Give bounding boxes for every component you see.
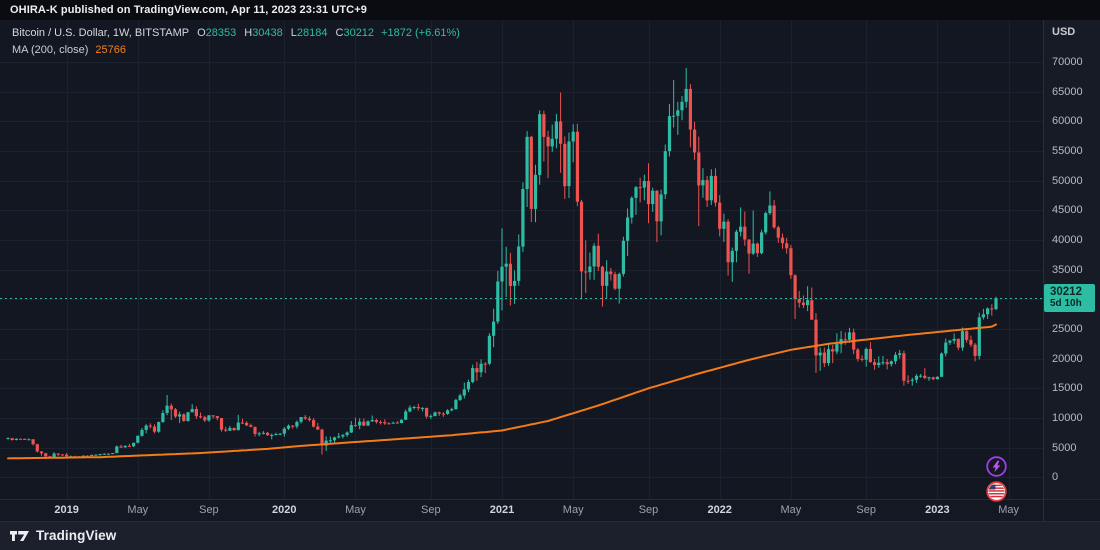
tradingview-wordmark: TradingView — [36, 528, 117, 543]
last-price-value: 30212 — [1050, 286, 1082, 299]
tradingview-logo[interactable]: TradingView — [10, 528, 116, 543]
price-tick-label: 45000 — [1052, 204, 1083, 217]
time-axis-label: 2020 — [272, 504, 297, 516]
footer-bar: TradingView — [0, 521, 1100, 550]
grid-lines — [0, 20, 1043, 499]
symbol-title[interactable]: Bitcoin / U.S. Dollar, 1W, BITSTAMP — [12, 27, 190, 39]
time-axis-label: Sep — [199, 504, 219, 516]
time-axis-label: Sep — [421, 504, 441, 516]
price-axis-unit: USD — [1052, 26, 1076, 38]
price-tick-label: 25000 — [1052, 323, 1083, 335]
price-tick-label: 20000 — [1052, 352, 1083, 365]
time-axis-label: 2019 — [54, 504, 79, 516]
price-tick-label: 35000 — [1052, 263, 1083, 276]
price-tick-label: 10000 — [1052, 412, 1083, 424]
price-tick-label: 55000 — [1052, 145, 1083, 157]
attribution-bar: OHIRA-K published on TradingView.com, Ap… — [0, 0, 1100, 20]
close-value: 30212 — [343, 27, 375, 39]
price-tick-label: 50000 — [1052, 174, 1083, 187]
price-tick-label: 60000 — [1052, 115, 1083, 128]
time-axis-label: May — [998, 504, 1019, 516]
time-axis-label: 2023 — [925, 504, 950, 516]
time-axis-label: 2021 — [489, 504, 515, 516]
bar-countdown: 5d 10h — [1050, 298, 1082, 310]
low-label: L — [290, 27, 297, 39]
open-value: 28353 — [205, 27, 237, 39]
time-axis-label: Sep — [856, 504, 876, 516]
ma-line — [7, 323, 997, 460]
price-tick-label: 0 — [1052, 471, 1059, 484]
tradingview-logo-icon — [10, 529, 30, 543]
time-axis-label: May — [127, 504, 149, 516]
price-tick-label: 40000 — [1052, 234, 1083, 246]
price-tick-label: 15000 — [1052, 382, 1083, 395]
chart-canvas[interactable] — [0, 20, 1043, 499]
attribution-text: OHIRA-K published on TradingView.com, Ap… — [10, 4, 367, 16]
axis-corner-separator — [1043, 499, 1044, 521]
high-label: H — [244, 27, 253, 39]
boost-button[interactable] — [986, 456, 1007, 477]
time-axis[interactable]: 2019 May Sep 2020 May Sep 2021 May Sep 2022 May Sep… — [0, 499, 1100, 521]
open-label: O — [197, 27, 206, 39]
time-axis-label: Sep — [638, 504, 659, 516]
change-value: +1872 (+6.61%) — [381, 27, 460, 39]
price-tick-label: 70000 — [1052, 56, 1083, 68]
country-flag-button[interactable] — [986, 481, 1007, 502]
price-tick-label: 65000 — [1052, 85, 1083, 98]
symbol-row: Bitcoin / U.S. Dollar, 1W, BITSTAMP O2835… — [12, 26, 460, 40]
chart-legend[interactable]: Bitcoin / U.S. Dollar, 1W, BITSTAMP O2835… — [12, 26, 460, 57]
price-axis[interactable]: USD 050001000015000200002500030000350004… — [1043, 20, 1100, 499]
ma-row: MA (200, close) 25766 — [12, 43, 460, 57]
us-flag-icon — [986, 481, 1007, 502]
time-axis-label: May — [562, 504, 584, 516]
candles-series — [6, 67, 998, 459]
lightning-icon — [986, 456, 1007, 477]
ma-label[interactable]: MA (200, close) — [12, 44, 89, 56]
price-tick-label: 5000 — [1052, 441, 1077, 454]
low-value: 28184 — [296, 27, 328, 39]
time-axis-label: May — [780, 504, 802, 516]
last-price-badge: 30212 5d 10h — [1044, 284, 1095, 313]
ma-value: 25766 — [95, 44, 127, 56]
time-axis-label: 2022 — [707, 504, 732, 516]
high-value: 30438 — [252, 27, 283, 39]
time-axis-label: May — [345, 504, 366, 516]
close-label: C — [335, 27, 344, 39]
